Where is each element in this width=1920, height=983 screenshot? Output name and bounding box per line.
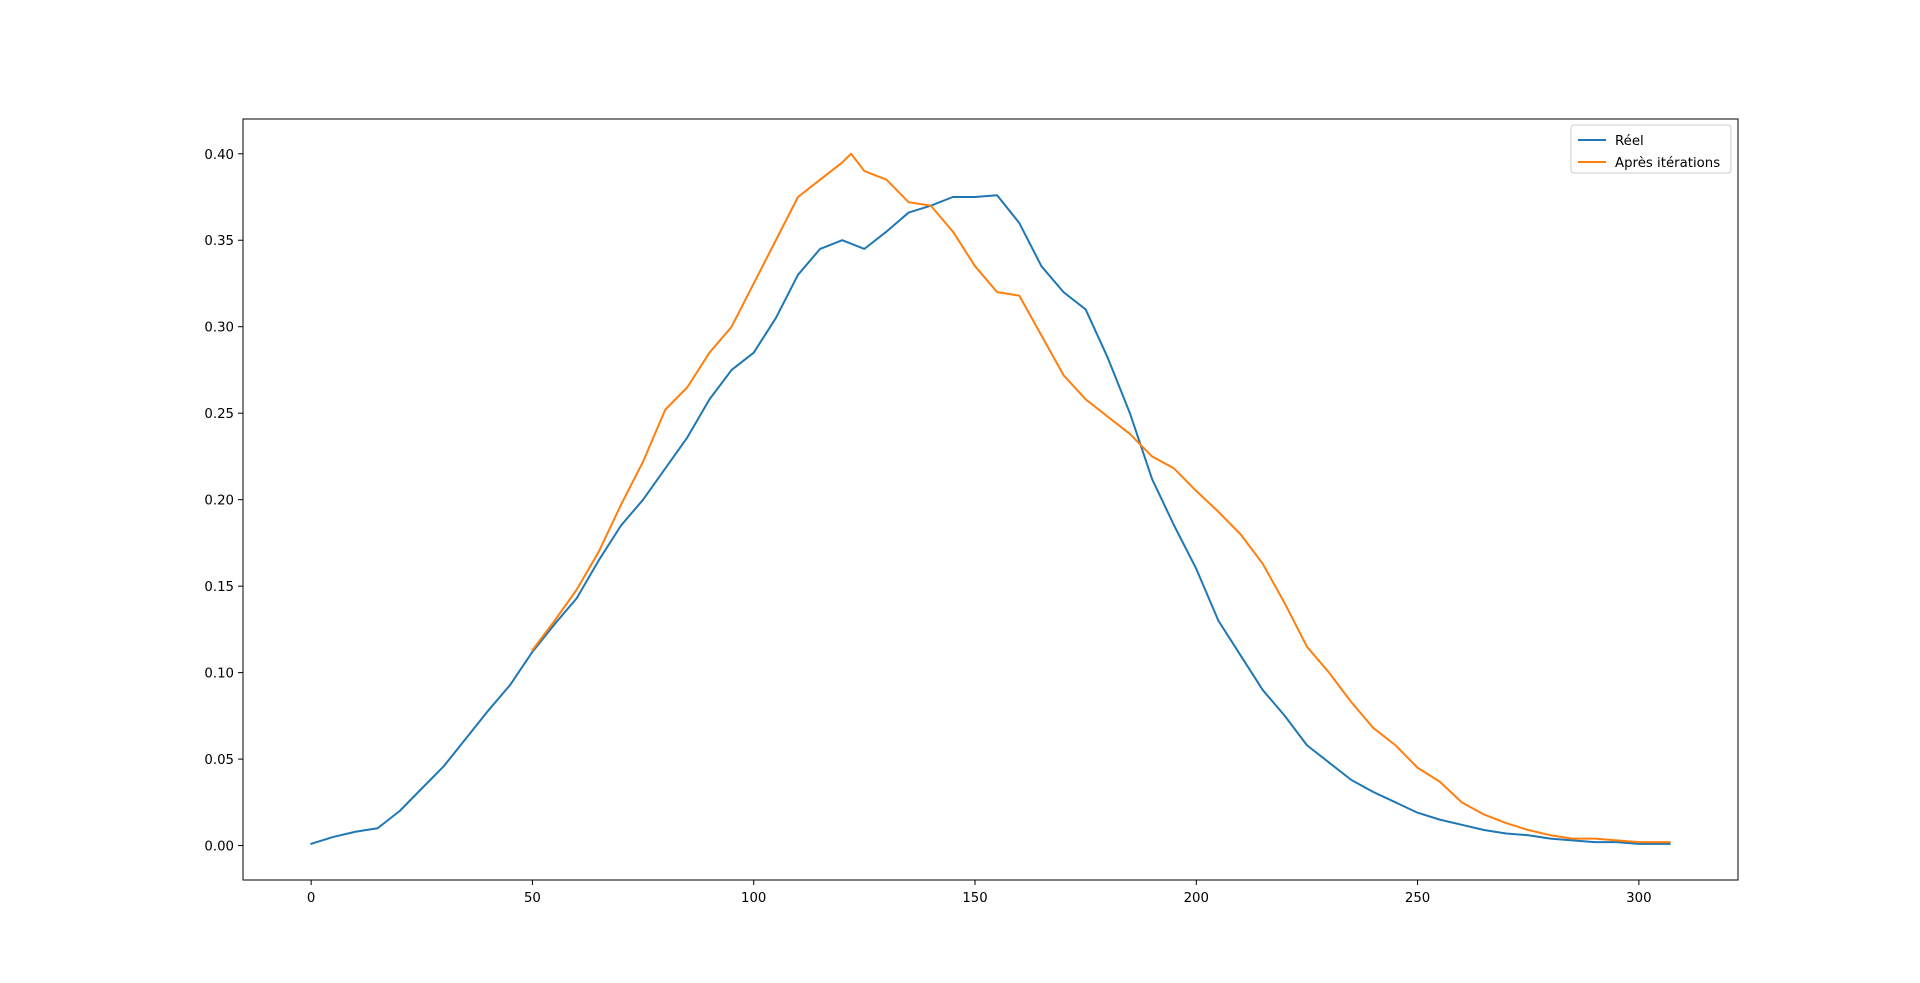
legend-box [1570, 124, 1732, 174]
y-tick-label: 0.35 [204, 234, 234, 249]
legend-label: Après itérations [1615, 155, 1720, 171]
y-axis: 0.00 0.05 0.10 0.15 0.20 0.25 0.30 0.35 0.40 [204, 148, 243, 855]
series-layer [310, 152, 1671, 845]
y-tick-label: 0.05 [204, 753, 234, 768]
x-tick-label: 250 [1405, 891, 1430, 906]
y-tick-label: 0.25 [204, 407, 234, 422]
legend-label: Réel [1615, 133, 1644, 149]
y-tick-label: 0.40 [204, 148, 234, 163]
y-tick-label: 0.00 [204, 840, 234, 855]
y-tick-label: 0.10 [204, 667, 234, 682]
x-tick-label: 0 [307, 891, 315, 906]
series-line-reel [310, 194, 1671, 845]
x-tick-label: 300 [1626, 891, 1651, 906]
series-line-apres-iterations [531, 152, 1671, 844]
x-axis: 0 50 100 150 200 250 300 [307, 880, 1652, 906]
x-tick-label: 100 [741, 891, 766, 906]
y-tick-label: 0.15 [204, 580, 234, 595]
x-tick-label: 150 [962, 891, 987, 906]
x-tick-label: 50 [524, 891, 541, 906]
y-tick-label: 0.20 [204, 494, 234, 509]
x-tick-label: 200 [1184, 891, 1209, 906]
y-tick-label: 0.30 [204, 321, 234, 336]
legend: Réel Après itérations [1570, 124, 1732, 174]
